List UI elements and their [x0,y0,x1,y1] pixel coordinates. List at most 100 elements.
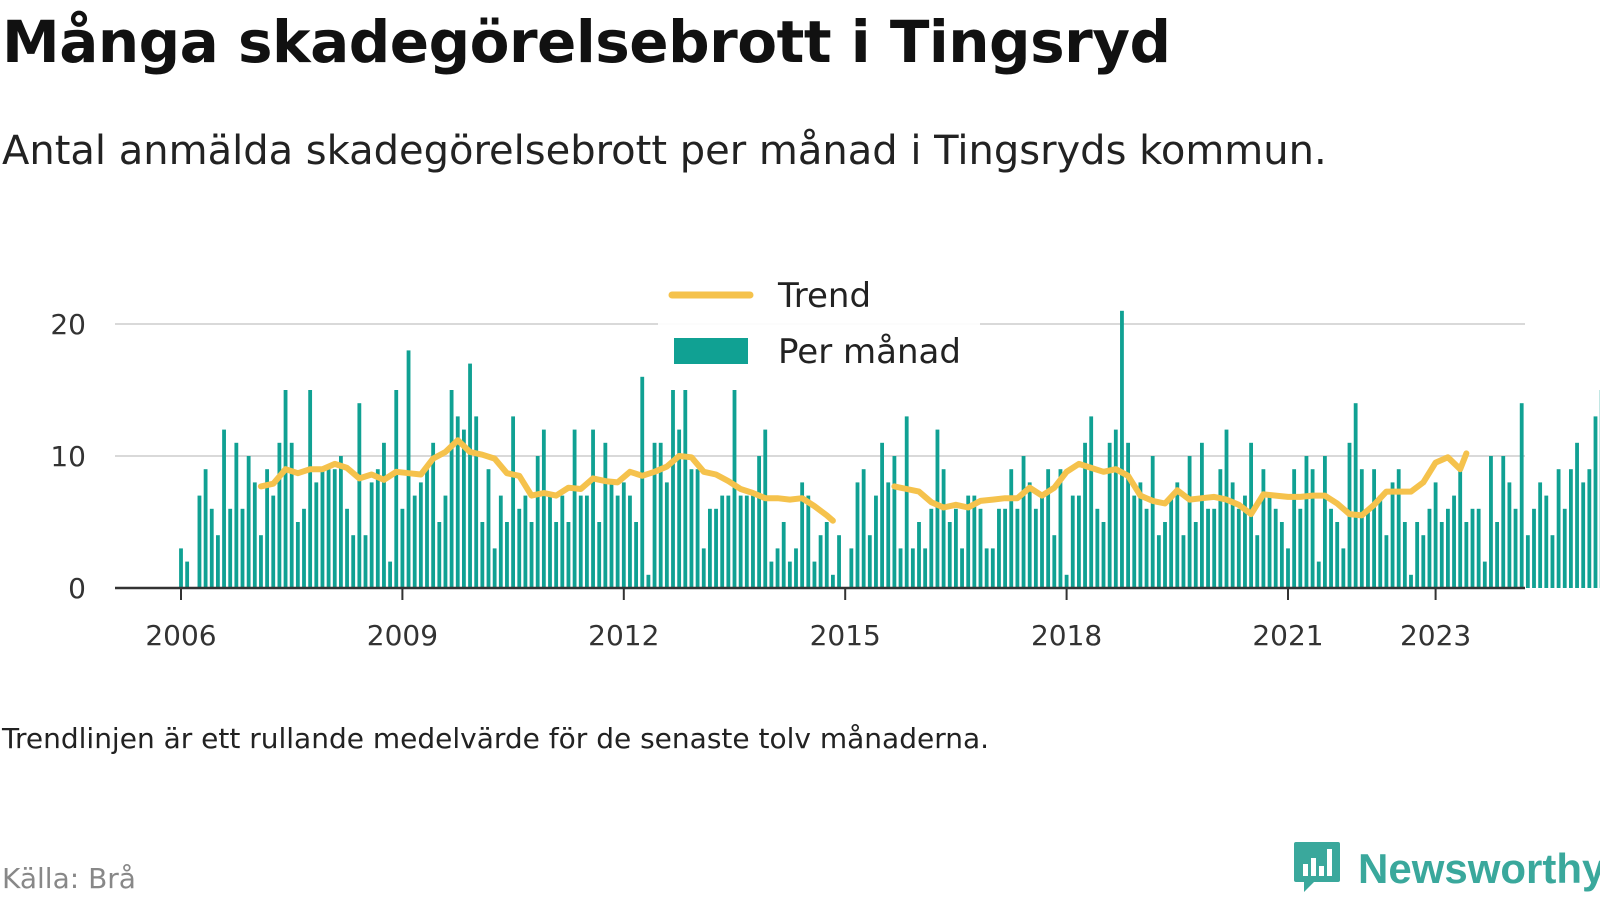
bar [1482,561,1487,588]
bar [529,522,534,588]
bar [1415,522,1420,588]
brand-name: Newsworthy [1358,845,1600,892]
bar [1525,535,1530,588]
x-tick-label: 2006 [145,619,216,652]
bar [603,442,608,588]
bar [1433,482,1438,588]
bar [1058,469,1063,588]
bar [443,495,448,588]
bar [1243,495,1247,588]
bar [1495,522,1500,588]
bar [548,495,552,588]
bar [480,522,485,588]
bar [1046,469,1051,588]
bar [806,495,811,588]
bar [320,469,325,588]
bar [326,469,331,588]
bar [1402,522,1407,588]
bar [1212,508,1217,588]
bar [1439,522,1444,588]
bar [609,482,614,588]
bar [308,390,313,588]
bar [769,561,774,588]
bar [425,469,429,588]
x-tick-label: 2009 [367,619,438,652]
bar [1310,469,1315,588]
bar [818,535,823,588]
bar [572,429,577,588]
bar [763,429,768,588]
bar [474,416,479,588]
x-tick-label: 2023 [1400,619,1471,652]
bar [1267,495,1272,588]
bar [658,442,663,588]
bar [972,495,977,588]
bar [824,522,829,588]
bar [1120,310,1124,588]
bar [584,495,589,588]
bar [689,469,694,588]
bar [1224,429,1229,588]
bar [1126,442,1131,588]
bar [1513,508,1518,588]
bar [455,416,460,588]
bar [720,495,725,588]
bar [1335,522,1340,588]
bar [1273,508,1278,588]
bar [812,561,817,588]
bar [1421,535,1426,588]
legend-bars-label: Per månad [778,332,961,372]
bar [1409,574,1413,588]
y-tick-label: 0 [68,572,86,605]
bar [1384,535,1389,588]
bar [461,429,466,588]
bar [375,469,380,588]
bar [382,442,386,588]
bar [1107,442,1112,588]
y-tick-label: 20 [50,308,86,341]
bar [259,535,263,588]
trend-line [257,437,836,524]
bar [621,482,626,588]
bar [707,508,712,588]
bar [781,522,786,588]
bar [345,508,349,588]
bar [566,522,571,588]
bar-series [179,310,1600,588]
bar [215,535,220,588]
bar [560,495,565,588]
bar [714,508,718,588]
x-tick-label: 2018 [1031,619,1102,652]
bar [554,522,559,588]
bar [1322,456,1327,588]
bar [1199,442,1204,588]
bar [1255,535,1260,588]
bar [1556,469,1561,588]
bar [332,469,337,588]
bar [1187,456,1192,588]
axes: 0 10 20 2006 2009 2012 2015 2018 2021 2023 [50,308,1525,652]
chart-area: 0 10 20 2006 2009 2012 2015 2018 2021 2023 Trend P… [50,276,1600,652]
bar [757,456,762,588]
bar [1532,508,1536,588]
bar [363,535,368,588]
bar [800,482,805,588]
bar [898,548,903,588]
bar [209,508,214,588]
bar [1292,469,1297,588]
bar [271,495,276,588]
bar [990,548,995,588]
bar [1501,456,1506,588]
bar [744,495,749,588]
bar [917,522,921,588]
chart-subtitle: Antal anmälda skadegörelsebrott per måna… [2,128,1327,174]
bar [265,469,270,588]
bar [1113,429,1118,588]
bar [830,574,835,588]
bar [1562,508,1567,588]
bar [880,442,885,588]
bar [283,390,288,588]
bar [338,456,343,588]
bar [357,403,362,588]
bar [1206,508,1210,588]
